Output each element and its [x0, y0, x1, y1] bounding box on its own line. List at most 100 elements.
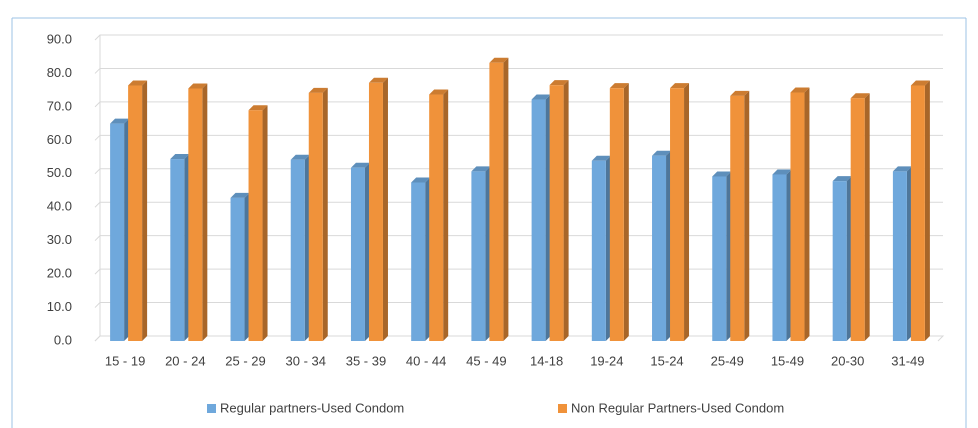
bar-top	[730, 90, 750, 96]
bar	[411, 182, 426, 341]
bar-side	[563, 80, 569, 342]
x-tick-label: 40 - 44	[406, 353, 446, 368]
grid-line	[94, 67, 943, 74]
legend-swatch	[207, 404, 216, 413]
bar	[772, 174, 787, 341]
bar	[248, 110, 263, 341]
bar-side	[322, 87, 328, 341]
bar	[549, 85, 564, 342]
bar	[850, 98, 865, 342]
grid-line	[94, 134, 943, 141]
bar-side	[684, 83, 690, 341]
bar-side	[364, 162, 370, 341]
bar	[832, 181, 847, 341]
bar-side	[142, 80, 148, 342]
bar-side	[443, 89, 449, 342]
bar-top	[429, 89, 449, 95]
bar	[230, 197, 245, 341]
bar	[670, 88, 685, 341]
y-tick-label: 50.0	[47, 165, 72, 180]
bar-top	[350, 162, 370, 168]
y-tick-label: 0.0	[54, 332, 72, 347]
bar-top	[652, 150, 672, 156]
bar-side	[744, 90, 750, 341]
x-tick-label: 30 - 34	[286, 353, 326, 368]
bar-side	[485, 166, 491, 341]
bar	[609, 88, 624, 341]
y-tick-label: 80.0	[47, 65, 72, 80]
bar-top	[170, 154, 190, 160]
bar	[308, 92, 323, 341]
bar-top	[609, 83, 629, 89]
bar-top	[308, 87, 328, 93]
bar-side	[846, 176, 852, 341]
y-tick-label: 30.0	[47, 232, 72, 247]
bar	[892, 171, 907, 341]
bar-top	[850, 93, 870, 99]
bar	[489, 62, 504, 342]
x-tick-label: 15-49	[771, 353, 804, 368]
bar	[712, 176, 727, 341]
bar	[350, 167, 365, 341]
bar-side	[666, 150, 672, 341]
bar-side	[726, 171, 732, 341]
y-tick-label: 20.0	[47, 266, 72, 281]
bar-side	[425, 177, 431, 341]
bar	[652, 155, 667, 341]
y-tick-label: 10.0	[47, 299, 72, 314]
bar	[368, 82, 383, 341]
bar	[591, 160, 606, 341]
y-tick-label: 90.0	[47, 31, 72, 46]
bar-side	[906, 166, 912, 341]
bar-top	[248, 105, 268, 111]
bar-top	[188, 83, 208, 89]
x-tick-label: 20-30	[831, 353, 864, 368]
x-tick-label: 15 - 19	[105, 353, 145, 368]
x-tick-label: 31-49	[891, 353, 924, 368]
bar-top	[790, 87, 810, 93]
bar-top	[591, 155, 611, 161]
bar-side	[262, 105, 268, 341]
bar-side	[786, 169, 792, 341]
bar	[910, 85, 925, 342]
legend-label: Non Regular Partners-Used Condom	[571, 400, 784, 415]
bar-top	[411, 177, 431, 183]
bar	[471, 171, 486, 341]
bar-side	[382, 77, 388, 341]
bar	[429, 94, 444, 342]
bar-top	[489, 57, 509, 63]
bar-side	[124, 118, 130, 341]
bar-top	[670, 83, 690, 89]
bar-top	[368, 77, 388, 83]
bar-top	[230, 192, 250, 198]
legend-label: Regular partners-Used Condom	[220, 400, 404, 415]
y-tick-label: 40.0	[47, 199, 72, 214]
bar	[128, 85, 143, 342]
x-tick-label: 19-24	[590, 353, 623, 368]
x-tick-label: 45 - 49	[466, 353, 506, 368]
bar-top	[910, 80, 930, 86]
x-tick-label: 35 - 39	[346, 353, 386, 368]
x-tick-label: 14-18	[530, 353, 563, 368]
bar-side	[244, 192, 250, 341]
y-tick-label: 70.0	[47, 98, 72, 113]
bar	[110, 123, 125, 341]
x-tick-label: 20 - 24	[165, 353, 205, 368]
bar-top	[772, 169, 792, 175]
bar-top	[712, 171, 732, 177]
bar-top	[128, 80, 148, 86]
bar-top	[290, 154, 310, 160]
bar-side	[605, 155, 611, 341]
bar	[290, 159, 305, 341]
bar-top	[832, 176, 852, 182]
bar-side	[623, 83, 629, 341]
bar-top	[549, 80, 569, 86]
y-tick-label: 60.0	[47, 132, 72, 147]
bar	[531, 99, 546, 341]
bar-top	[471, 166, 491, 172]
grid-line	[94, 34, 943, 41]
bar-top	[892, 166, 912, 172]
bar-side	[804, 87, 810, 341]
bar-top	[531, 94, 551, 100]
